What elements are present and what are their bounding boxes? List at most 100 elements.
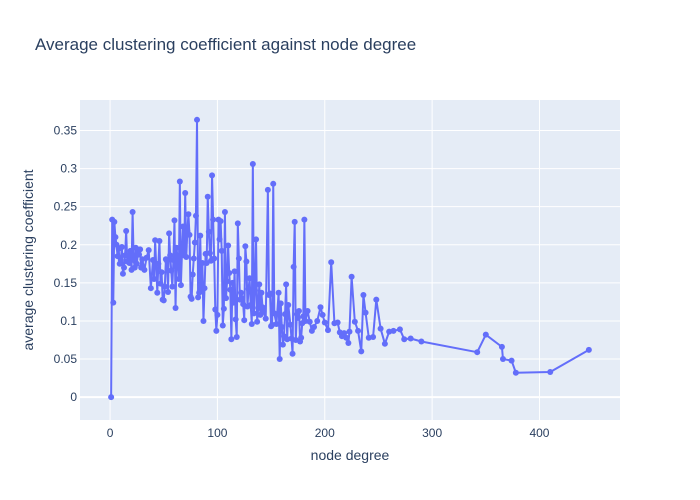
data-point <box>290 263 297 270</box>
data-point <box>345 340 352 347</box>
data-point <box>172 305 179 311</box>
x-tick-label: 400 <box>529 426 549 440</box>
y-tick-label: 0.2 <box>60 238 77 252</box>
data-point <box>256 281 263 288</box>
data-point <box>201 285 208 292</box>
data-point <box>118 244 125 251</box>
data-point <box>233 333 240 340</box>
data-point <box>247 301 254 308</box>
data-point <box>209 172 216 179</box>
data-point <box>110 299 117 306</box>
data-point <box>259 304 266 311</box>
data-point <box>300 313 307 320</box>
data-point <box>221 209 228 215</box>
data-point <box>229 279 236 286</box>
data-point <box>298 334 305 341</box>
data-point <box>126 260 133 267</box>
data-point <box>358 348 365 355</box>
data-point <box>390 327 397 334</box>
data-point <box>343 334 350 341</box>
y-tick-label: 0.05 <box>54 352 78 366</box>
data-point <box>277 300 284 307</box>
data-point <box>246 275 253 282</box>
data-point <box>234 220 241 227</box>
data-point <box>258 289 265 296</box>
data-point <box>291 218 298 225</box>
y-axis-title: average clustering coefficient <box>20 169 36 350</box>
y-tick-label: 0.25 <box>54 200 78 214</box>
data-point <box>205 228 212 235</box>
y-tick-label: 0.1 <box>60 314 77 328</box>
data-point <box>175 276 182 283</box>
data-point <box>324 327 331 334</box>
data-point <box>260 308 267 315</box>
y-tick-label: 0.35 <box>54 123 78 137</box>
data-point <box>157 280 164 287</box>
data-point <box>346 328 353 335</box>
data-point <box>154 289 161 296</box>
data-point <box>360 292 367 299</box>
data-point <box>311 324 318 331</box>
data-point <box>226 269 233 276</box>
data-point <box>171 217 178 224</box>
data-point <box>150 257 156 263</box>
data-point <box>180 223 187 230</box>
data-point <box>341 330 348 337</box>
data-point <box>243 258 250 265</box>
data-point <box>474 349 481 356</box>
data-point <box>169 283 176 290</box>
data-point <box>108 394 115 401</box>
data-point <box>278 324 285 331</box>
data-point <box>147 285 154 292</box>
data-point <box>294 314 301 321</box>
data-point <box>199 260 206 267</box>
data-point <box>225 242 232 249</box>
data-point <box>176 178 183 185</box>
data-point <box>168 267 175 274</box>
data-point <box>111 218 118 225</box>
data-point <box>370 333 377 340</box>
data-point <box>123 228 130 235</box>
data-point <box>189 271 196 278</box>
data-point <box>217 218 224 225</box>
data-point <box>351 318 358 325</box>
data-point <box>197 232 204 239</box>
x-tick-label: 300 <box>422 426 442 440</box>
data-point <box>270 180 277 187</box>
data-point <box>304 308 311 315</box>
data-point <box>279 341 286 348</box>
data-point <box>418 338 425 345</box>
x-tick-label: 0 <box>107 426 114 440</box>
data-point <box>321 319 328 326</box>
data-point <box>151 276 158 283</box>
data-point <box>248 321 255 327</box>
data-point <box>249 161 256 167</box>
data-point <box>253 236 260 243</box>
data-point <box>156 237 163 244</box>
data-point <box>216 236 223 243</box>
data-point <box>212 306 219 313</box>
data-point <box>194 116 201 123</box>
y-tick-label: 0.3 <box>60 162 77 176</box>
data-point <box>155 260 162 267</box>
data-point <box>285 301 292 308</box>
data-point <box>328 259 335 266</box>
data-point <box>301 216 308 223</box>
data-point <box>362 309 369 316</box>
data-point <box>210 216 217 223</box>
data-point <box>585 346 592 353</box>
data-point <box>185 211 192 218</box>
data-point <box>275 289 282 296</box>
data-point <box>319 311 326 318</box>
data-point <box>239 295 246 302</box>
data-point <box>204 193 211 200</box>
data-point <box>223 295 229 302</box>
data-point <box>245 285 252 292</box>
data-point <box>119 270 126 277</box>
data-point <box>314 317 321 324</box>
data-point <box>230 299 237 306</box>
data-point <box>166 230 173 237</box>
data-point <box>508 357 515 364</box>
data-point <box>355 327 362 334</box>
data-point <box>396 326 403 333</box>
